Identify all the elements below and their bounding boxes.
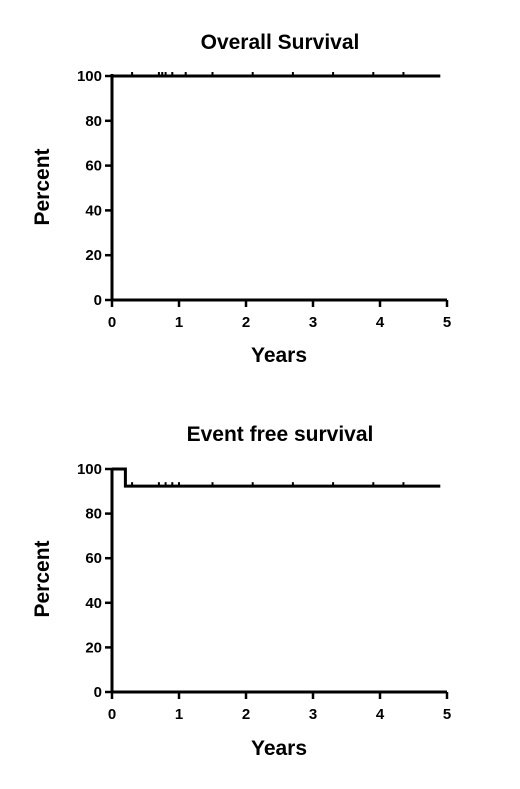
x-tick-label: 0 xyxy=(108,706,116,723)
y-tick-label: 0 xyxy=(94,684,102,701)
y-tick-label: 40 xyxy=(85,595,102,612)
y-tick-label: 20 xyxy=(85,639,102,656)
x-tick-label: 4 xyxy=(376,314,385,331)
x-tick-label: 0 xyxy=(108,314,116,331)
chart-title: Overall Survival xyxy=(201,31,360,54)
survival-curve xyxy=(112,467,441,488)
y-axis-label: Percent xyxy=(31,148,54,225)
y-tick-label: 100 xyxy=(77,68,102,85)
y-tick-label: 40 xyxy=(85,202,102,219)
x-tick-label: 5 xyxy=(443,706,451,723)
y-tick-label: 60 xyxy=(85,550,102,567)
y-tick-label: 80 xyxy=(85,113,102,130)
chart-event-free-survival: Event free survival Percent Years 020406… xyxy=(31,423,451,760)
chart-title: Event free survival xyxy=(187,423,374,446)
y-tick-label: 60 xyxy=(85,158,102,175)
x-axis-label: Years xyxy=(251,737,307,760)
x-tick-label: 5 xyxy=(443,314,451,331)
y-tick-label: 0 xyxy=(94,292,102,309)
x-tick-label: 2 xyxy=(242,314,250,331)
y-axis-label: Percent xyxy=(31,540,54,617)
y-tick-label: 80 xyxy=(85,506,102,523)
x-tick-label: 4 xyxy=(376,706,385,723)
x-tick-label: 2 xyxy=(242,706,250,723)
chart-overall-survival: Overall Survival Percent Years 020406080… xyxy=(31,31,451,367)
y-tick-label: 20 xyxy=(85,247,102,264)
x-tick-label: 1 xyxy=(175,314,183,331)
x-tick-label: 3 xyxy=(309,706,317,723)
y-tick-label: 100 xyxy=(77,461,102,478)
x-tick-label: 1 xyxy=(175,706,183,723)
x-axis-label: Years xyxy=(251,344,307,367)
x-tick-label: 3 xyxy=(309,314,317,331)
